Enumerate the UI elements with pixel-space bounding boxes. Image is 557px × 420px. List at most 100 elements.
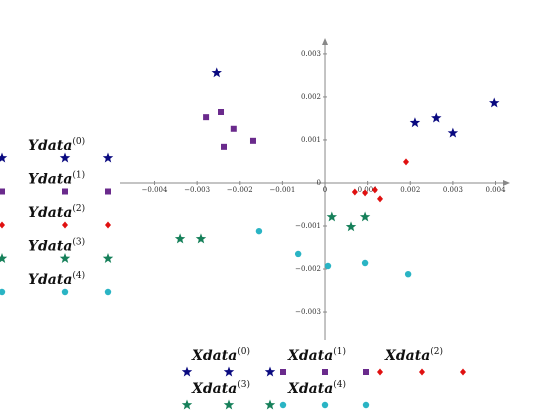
- x-axis-arrow: [503, 179, 510, 186]
- x-tick-label: −0.003: [184, 186, 210, 194]
- x-tick-label: −0.001: [269, 186, 295, 194]
- legend-marker: [223, 399, 235, 410]
- legend-marker: [0, 152, 8, 163]
- x-legend-label-sup: (0): [237, 346, 250, 357]
- legend-marker: [362, 401, 370, 409]
- point: [359, 211, 371, 222]
- point: [409, 117, 421, 128]
- y-legend-label-text: Ydata: [28, 272, 72, 288]
- y-axis-arrow: [322, 38, 329, 45]
- point: [403, 158, 409, 166]
- point: [351, 188, 358, 196]
- legend-marker: [264, 366, 276, 377]
- point: [361, 259, 369, 267]
- y-legend-label-sup: (0): [72, 136, 85, 147]
- legend-marker: [279, 401, 287, 409]
- legend-marker: [223, 366, 235, 377]
- x-legend-label: Xdata(3): [191, 379, 250, 397]
- point: [431, 112, 442, 123]
- x-legend-label-sup: (1): [333, 346, 346, 357]
- point: [345, 221, 357, 232]
- legend-marker: [61, 288, 69, 296]
- point: [371, 186, 378, 194]
- point: [174, 233, 186, 244]
- legend-marker: [322, 369, 328, 375]
- y-legend-label: Ydata(4): [28, 270, 85, 288]
- x-legend-label: Xdata(0): [191, 346, 250, 364]
- legend-marker: [62, 188, 68, 195]
- point: [326, 211, 338, 222]
- y-tick-label: −0.002: [295, 265, 321, 273]
- x-legend-label: Xdata(1): [287, 346, 346, 364]
- y-legend-label: Ydata(2): [28, 203, 85, 221]
- y-legend-label: Ydata(0): [28, 136, 85, 154]
- y-legend-label-sup: (3): [72, 237, 85, 248]
- x-legend-label-sup: (2): [430, 346, 443, 357]
- legend-marker: [59, 253, 71, 263]
- point: [195, 233, 207, 244]
- x-tick-label: 0.002: [400, 186, 420, 194]
- legend-marker: [0, 253, 8, 263]
- point: [362, 189, 369, 197]
- x-legend-label-text: Xdata: [191, 381, 237, 397]
- y-tick-label: −0.001: [295, 222, 321, 230]
- legend-marker: [0, 288, 6, 296]
- point: [221, 143, 227, 150]
- y-legend-label-sup: (4): [72, 270, 85, 281]
- legend-marker: [363, 369, 369, 375]
- y-legend-label: Ydata(3): [28, 237, 85, 255]
- legend-marker: [0, 221, 5, 229]
- point: [211, 67, 222, 78]
- y-legend-label: Ydata(1): [28, 170, 85, 188]
- legend-marker: [102, 253, 114, 263]
- x-tick-label: 0.003: [443, 186, 463, 194]
- x-tick-label: 0.004: [485, 186, 506, 194]
- legend-marker: [59, 152, 71, 163]
- point: [218, 108, 225, 115]
- y-tick-label: 0.002: [301, 93, 321, 101]
- y-legend-label-sup: (1): [72, 170, 85, 181]
- x-legend-label-text: Xdata: [384, 348, 430, 364]
- point: [249, 137, 256, 144]
- point: [489, 97, 500, 108]
- x-legend-label-text: Xdata: [287, 381, 333, 397]
- x-tick-label: −0.004: [142, 186, 168, 194]
- point: [324, 262, 332, 270]
- legend-marker: [419, 368, 425, 376]
- legend-marker: [181, 366, 193, 377]
- legend-marker: [460, 368, 466, 376]
- point: [255, 227, 263, 235]
- legend-marker: [104, 288, 112, 296]
- x-tick-label: −0.002: [227, 186, 253, 194]
- y-legend-label-text: Ydata: [28, 205, 72, 221]
- x-tick-label: 0.001: [358, 186, 378, 194]
- x-legend-label-sup: (3): [237, 379, 250, 390]
- point: [203, 114, 210, 121]
- legend-marker: [62, 221, 68, 229]
- legend-marker: [377, 368, 383, 376]
- legend-marker: [105, 188, 111, 195]
- point: [447, 127, 459, 138]
- point: [404, 270, 412, 278]
- point: [377, 195, 383, 203]
- legend-marker: [280, 369, 286, 375]
- legend-marker: [321, 401, 329, 409]
- x-legend-label: Xdata(4): [287, 379, 346, 397]
- y-tick-label: 0: [317, 179, 321, 187]
- y-legend-label-text: Ydata: [28, 239, 72, 255]
- y-legend-label-sup: (2): [72, 203, 85, 214]
- x-legend-label: Xdata(2): [384, 346, 443, 364]
- legend-marker: [264, 399, 276, 410]
- x-legend-label-text: Xdata: [287, 348, 333, 364]
- legend-marker: [0, 188, 5, 195]
- legend-marker: [181, 399, 193, 410]
- legend-marker: [102, 152, 114, 163]
- y-legend-label-text: Ydata: [28, 138, 72, 154]
- x-legend-label-sup: (4): [333, 379, 346, 390]
- point: [230, 125, 237, 132]
- y-legend-label-text: Ydata: [28, 172, 72, 188]
- point: [294, 250, 302, 258]
- y-tick-label: 0.001: [301, 136, 321, 144]
- legend-marker: [105, 221, 111, 229]
